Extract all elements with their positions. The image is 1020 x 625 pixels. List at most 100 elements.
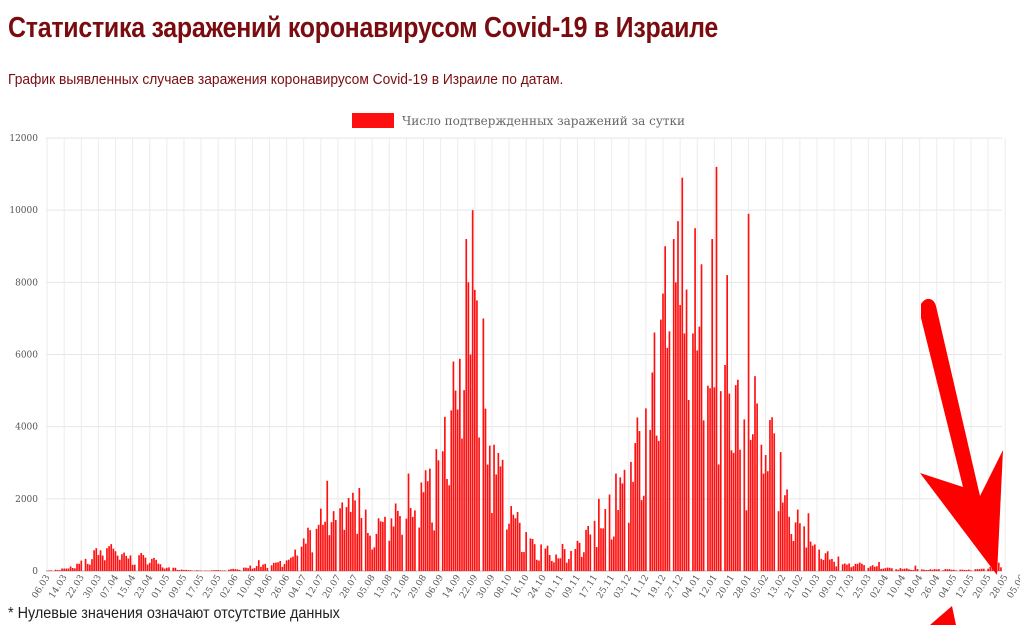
bar[interactable] (418, 527, 421, 571)
bar[interactable] (441, 451, 444, 571)
bar[interactable] (521, 551, 523, 571)
bar[interactable] (371, 549, 373, 571)
bar[interactable] (516, 512, 519, 571)
bar[interactable] (843, 563, 846, 572)
bar[interactable] (970, 570, 972, 571)
bar[interactable] (818, 549, 820, 571)
bar[interactable] (275, 562, 277, 571)
bar[interactable] (405, 518, 408, 571)
bar[interactable] (965, 570, 968, 571)
bar[interactable] (559, 558, 562, 571)
bar[interactable] (672, 239, 675, 571)
bar[interactable] (210, 570, 213, 571)
bar[interactable] (978, 569, 981, 571)
bar[interactable] (375, 533, 378, 571)
bar[interactable] (523, 552, 525, 571)
bar[interactable] (861, 563, 863, 571)
bar[interactable] (578, 542, 581, 571)
bar[interactable] (677, 221, 679, 571)
bar[interactable] (636, 417, 639, 571)
bar[interactable] (373, 547, 376, 571)
bar[interactable] (328, 535, 331, 571)
bar[interactable] (771, 417, 773, 571)
bar[interactable] (127, 558, 130, 571)
bar[interactable] (568, 559, 570, 571)
bar[interactable] (702, 420, 705, 571)
bar[interactable] (980, 568, 983, 571)
bar[interactable] (409, 508, 412, 571)
bar[interactable] (540, 544, 542, 571)
bar[interactable] (608, 494, 611, 571)
bar[interactable] (296, 555, 299, 571)
bar[interactable] (360, 517, 363, 571)
bar[interactable] (850, 567, 853, 571)
bar[interactable] (899, 568, 902, 571)
bar[interactable] (878, 561, 880, 571)
bar[interactable] (65, 568, 68, 571)
bar[interactable] (59, 570, 61, 571)
bar[interactable] (228, 569, 230, 571)
bar[interactable] (118, 559, 121, 571)
bar[interactable] (426, 481, 429, 571)
bar[interactable] (255, 566, 258, 571)
bar[interactable] (719, 391, 722, 571)
bar[interactable] (730, 450, 733, 571)
bar[interactable] (334, 520, 337, 571)
bar[interactable] (811, 545, 814, 571)
bar[interactable] (501, 459, 504, 571)
bar[interactable] (84, 558, 87, 571)
bar[interactable] (292, 556, 294, 571)
bar[interactable] (993, 565, 996, 571)
bar[interactable] (450, 410, 453, 571)
bar[interactable] (779, 452, 782, 571)
bar[interactable] (163, 568, 166, 571)
bar[interactable] (305, 543, 307, 571)
bar[interactable] (615, 473, 617, 571)
bar[interactable] (63, 568, 66, 571)
bar[interactable] (491, 512, 493, 571)
bar[interactable] (968, 569, 970, 571)
bar[interactable] (991, 565, 994, 571)
bar[interactable] (734, 385, 737, 571)
bar[interactable] (285, 560, 288, 571)
bar[interactable] (465, 239, 468, 571)
bar[interactable] (343, 529, 346, 571)
bar[interactable] (358, 488, 361, 571)
bar[interactable] (784, 495, 786, 571)
bar[interactable] (251, 568, 254, 571)
bar[interactable] (858, 562, 861, 571)
bar[interactable] (752, 434, 754, 571)
bar[interactable] (938, 569, 940, 571)
bar[interactable] (531, 538, 534, 571)
bar[interactable] (749, 439, 752, 571)
bar[interactable] (307, 527, 309, 571)
bar[interactable] (745, 510, 748, 571)
bar[interactable] (341, 502, 344, 571)
bar[interactable] (54, 569, 57, 571)
bar[interactable] (905, 568, 908, 571)
bar[interactable] (715, 166, 718, 571)
bar[interactable] (897, 569, 900, 571)
bar[interactable] (473, 289, 476, 571)
bar[interactable] (388, 540, 391, 571)
bar[interactable] (933, 569, 936, 571)
bar[interactable] (546, 545, 549, 571)
bar[interactable] (390, 518, 393, 571)
bar[interactable] (792, 540, 795, 571)
bar[interactable] (777, 511, 780, 571)
bar[interactable] (852, 566, 855, 571)
bar[interactable] (213, 570, 215, 571)
bar[interactable] (837, 556, 840, 571)
bar[interactable] (116, 555, 119, 571)
bar[interactable] (287, 559, 290, 571)
bar[interactable] (93, 550, 95, 571)
bar[interactable] (548, 554, 551, 571)
bar[interactable] (963, 569, 966, 571)
bar[interactable] (982, 568, 985, 571)
bar[interactable] (944, 569, 947, 571)
bar[interactable] (627, 522, 630, 571)
bar[interactable] (367, 532, 369, 571)
bar[interactable] (253, 568, 256, 571)
bar[interactable] (698, 326, 701, 571)
bar[interactable] (379, 521, 382, 571)
